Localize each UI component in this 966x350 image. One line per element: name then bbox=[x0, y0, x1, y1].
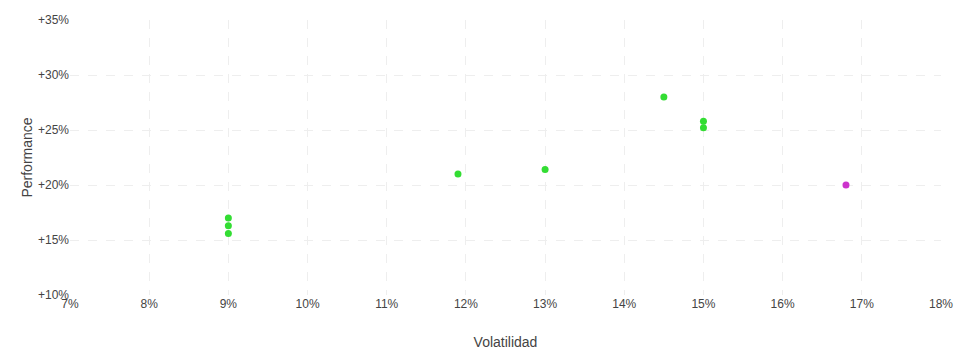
svg-text:+10%: +10% bbox=[38, 288, 69, 302]
svg-text:+35%: +35% bbox=[38, 13, 69, 27]
svg-text:17%: 17% bbox=[850, 297, 874, 311]
svg-text:10%: 10% bbox=[296, 297, 320, 311]
svg-text:Performance: Performance bbox=[19, 117, 35, 197]
svg-text:+20%: +20% bbox=[38, 178, 69, 192]
svg-text:7%: 7% bbox=[61, 297, 79, 311]
svg-text:12%: 12% bbox=[454, 297, 478, 311]
svg-text:+15%: +15% bbox=[38, 233, 69, 247]
svg-text:11%: 11% bbox=[375, 297, 398, 311]
svg-text:9%: 9% bbox=[220, 297, 238, 311]
svg-text:8%: 8% bbox=[141, 297, 159, 311]
svg-text:18%: 18% bbox=[929, 297, 953, 311]
svg-text:15%: 15% bbox=[691, 297, 715, 311]
svg-text:16%: 16% bbox=[771, 297, 795, 311]
svg-text:+25%: +25% bbox=[38, 123, 69, 137]
svg-text:Volatilidad: Volatilidad bbox=[474, 334, 538, 350]
svg-text:14%: 14% bbox=[612, 297, 636, 311]
svg-text:+30%: +30% bbox=[38, 68, 69, 82]
svg-text:13%: 13% bbox=[533, 297, 557, 311]
